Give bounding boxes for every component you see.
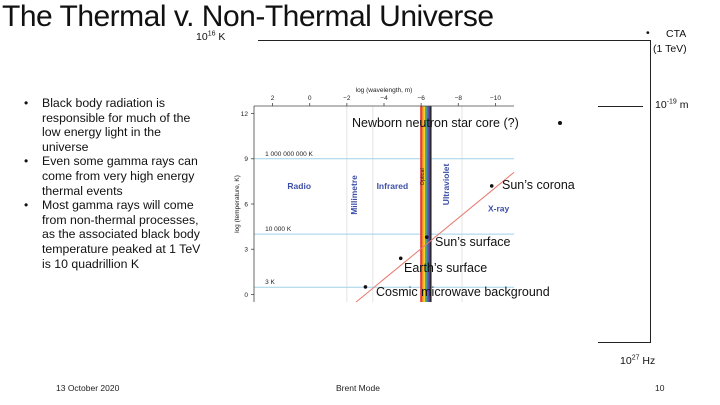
optical-band-stripe — [420, 106, 423, 302]
bullet-item: Black body radiation is responsible for … — [24, 96, 202, 154]
x-tick-label: −10 — [490, 95, 501, 102]
data-point — [398, 256, 403, 261]
bullet-item: Even some gamma rays can come from very … — [24, 154, 202, 198]
x-tick-label: −4 — [380, 95, 388, 102]
suns-surface-label: Sun’s surface — [435, 235, 511, 249]
region-label-infrared: Infrared — [377, 181, 409, 191]
temperature-line-label: 3 K — [265, 279, 275, 286]
x-tick-label: −2 — [343, 95, 351, 102]
data-point — [424, 235, 429, 239]
blackbody-chart: 1 000 000 000 K 10 000 K 3 K 2 0 −2 −4 −6 −8 −10 l… — [234, 87, 515, 303]
neutron-star-dot — [558, 121, 562, 125]
y-axis-title: log (temperature, K) — [234, 175, 241, 233]
cmb-label: Cosmic microwave background — [376, 285, 550, 299]
earths-surface-label: Earth’s surface — [404, 261, 488, 275]
region-label-millimetre: Millimetre — [349, 175, 359, 215]
region-label-radio: Radio — [287, 181, 311, 191]
y-tick-label: 0 — [244, 292, 248, 299]
x-tick-label: 0 — [308, 95, 312, 102]
cta-energy-label: (1 TeV) — [653, 43, 687, 55]
footer-date: 13 October 2020 — [56, 383, 120, 393]
neutron-star-label: Newborn neutron star core (?) — [352, 116, 519, 130]
frequency-label: 1027 Hz — [620, 354, 656, 368]
region-label-optical: Optical — [420, 168, 426, 185]
y-tick-label: 3 — [244, 247, 248, 254]
temperature-line-label: 1 000 000 000 K — [265, 151, 313, 158]
optical-band-stripe — [429, 106, 432, 302]
optical-band-stripe — [421, 106, 424, 302]
optical-band-stripe — [428, 106, 430, 302]
x-axis-title: log (wavelength, m) — [356, 87, 413, 94]
bracket-mid-line — [598, 106, 643, 107]
y-tick-label: 12 — [241, 111, 249, 118]
bracket-bottom-line — [598, 342, 651, 343]
data-point — [489, 184, 494, 188]
chart-plot-area — [254, 106, 514, 302]
bracket-right-line — [650, 40, 651, 342]
suns-corona-label: Sun’s corona — [502, 178, 575, 192]
cta-bullet: • — [646, 27, 650, 39]
bullet-list: Black body radiation is responsible for … — [24, 96, 202, 271]
optical-band-stripe — [424, 106, 427, 302]
footer-page-number: 10 — [655, 383, 665, 393]
x-tick-label: 2 — [271, 95, 275, 102]
data-point — [363, 285, 368, 289]
temperature-line-label: 10 000 K — [265, 226, 292, 233]
x-tick-label: −8 — [455, 95, 463, 102]
bracket-top-line — [258, 40, 650, 41]
region-label-ultraviolet: Ultraviolet — [441, 163, 451, 205]
optical-band-stripe — [423, 106, 426, 302]
y-tick-label: 6 — [244, 201, 248, 208]
region-label-xray: X-ray — [488, 204, 510, 214]
x-tick-label: −6 — [417, 95, 425, 102]
bullet-item: Most gamma rays will come from non-therm… — [24, 198, 202, 271]
slide-title: The Thermal v. Non-Thermal Universe — [2, 0, 494, 33]
footer-author: Brent Mode — [336, 383, 380, 393]
wien-law-line — [355, 171, 515, 303]
y-tick-label: 9 — [244, 156, 248, 163]
cta-label: CTA — [666, 28, 687, 40]
wavelength-label: 10-19 m — [655, 98, 689, 112]
optical-band-stripe — [426, 106, 429, 302]
temp-16-label: 1016 K — [196, 30, 226, 44]
